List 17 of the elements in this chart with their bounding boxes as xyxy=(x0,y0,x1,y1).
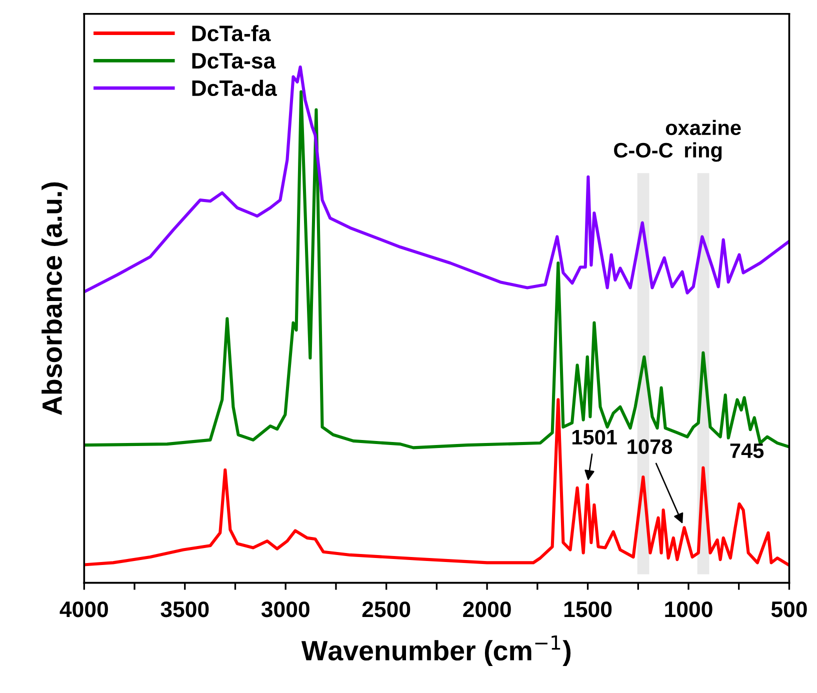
x-tick-label: 3000 xyxy=(261,601,310,618)
annotation: 1501 xyxy=(572,430,617,445)
legend-label: DcTa-fa xyxy=(192,24,271,42)
annotation: 1078 xyxy=(628,439,672,454)
legend-label: DcTa-da xyxy=(192,80,277,96)
x-tick-label: 4000 xyxy=(60,601,108,618)
y-axis-title: Absorbance (a.u.) xyxy=(42,182,68,415)
legend-label: DcTa-sa xyxy=(192,53,276,69)
x-axis-title: Wavenumber (cm$^{−1}$) xyxy=(301,635,571,666)
x-tick-label: 2500 xyxy=(362,601,410,618)
x-tick-label: 1500 xyxy=(564,601,612,618)
x-tick-label: 500 xyxy=(771,601,807,618)
x-tick-label: 3500 xyxy=(160,601,209,618)
annotation: 745 xyxy=(730,444,764,458)
x-tick-label: 1000 xyxy=(665,601,712,618)
x-tick-label: 2000 xyxy=(463,601,511,618)
band-label: C-O-C xyxy=(614,142,673,158)
